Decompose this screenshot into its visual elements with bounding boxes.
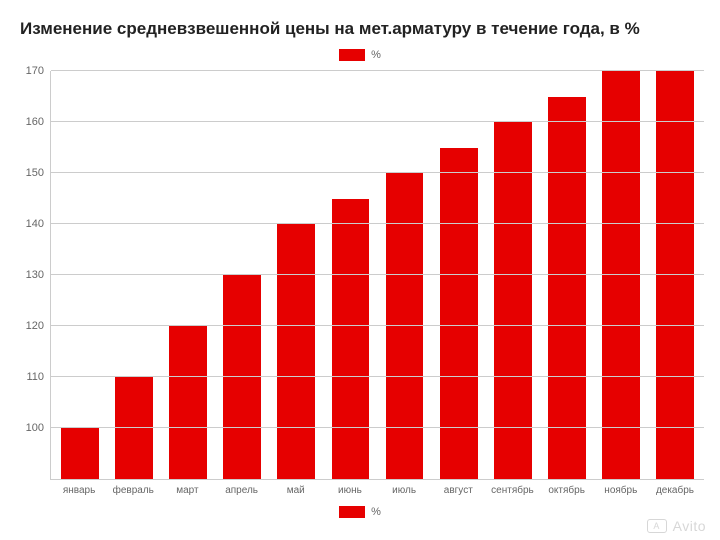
legend-label: % [371,49,381,61]
legend-label: % [371,506,381,518]
y-tick-label: 140 [26,218,44,230]
x-tick-label: февраль [106,479,160,496]
x-tick-label: апрель [215,479,269,496]
bar-slot [432,71,486,479]
y-axis: 100110120130140150160170 [16,71,50,479]
y-tick-label: 170 [26,65,44,77]
bar-slot [215,71,269,479]
bar-slot [323,71,377,479]
bar [494,122,532,479]
gridline [51,274,704,275]
bar-slot [486,71,540,479]
legend-swatch [339,506,365,518]
x-tick-label: июнь [323,479,377,496]
x-tick-label: июль [377,479,431,496]
legend-swatch [339,49,365,61]
chart-container: Изменение средневзвешенной цены на мет.а… [0,0,720,540]
watermark: A Avito [647,518,706,534]
gridline [51,121,704,122]
y-tick-label: 120 [26,320,44,332]
bar [548,97,586,480]
bar-slot [377,71,431,479]
x-tick-label: сентябрь [485,479,539,496]
y-tick-label: 100 [26,422,44,434]
x-tick-label: октябрь [540,479,594,496]
bar [602,71,640,479]
gridline [51,427,704,428]
bar [656,71,694,479]
x-axis: январьфевральмартапрельмайиюньиюльавгуст… [50,479,704,496]
y-tick-label: 130 [26,269,44,281]
gridline [51,223,704,224]
x-tick-label: январь [52,479,106,496]
bar [277,224,315,479]
chart-title: Изменение средневзвешенной цены на мет.а… [16,16,704,47]
bar-slot [648,71,702,479]
bar [115,377,153,479]
bar-slot [53,71,107,479]
bar [223,275,261,479]
gridline [51,325,704,326]
watermark-text: Avito [673,518,706,534]
gridline [51,70,704,71]
bar [332,199,370,480]
bar-slot [594,71,648,479]
bar-slot [161,71,215,479]
y-tick-label: 150 [26,167,44,179]
x-tick-label: декабрь [648,479,702,496]
x-tick-label: март [160,479,214,496]
legend-top: % [16,49,704,61]
bar [386,173,424,479]
x-tick-label: ноябрь [594,479,648,496]
x-tick-label: август [431,479,485,496]
gridline [51,172,704,173]
bar [440,148,478,480]
y-tick-label: 110 [26,371,44,383]
bars-group [51,71,704,479]
gridline [51,376,704,377]
y-tick-label: 160 [26,116,44,128]
bar-slot [540,71,594,479]
bar [169,326,207,479]
bar-slot [107,71,161,479]
bar [61,428,99,479]
x-tick-label: май [269,479,323,496]
legend-bottom: % [16,506,704,518]
plot-area: 100110120130140150160170 [16,71,704,479]
watermark-badge-icon: A [647,519,667,533]
plot [50,71,704,480]
bar-slot [269,71,323,479]
